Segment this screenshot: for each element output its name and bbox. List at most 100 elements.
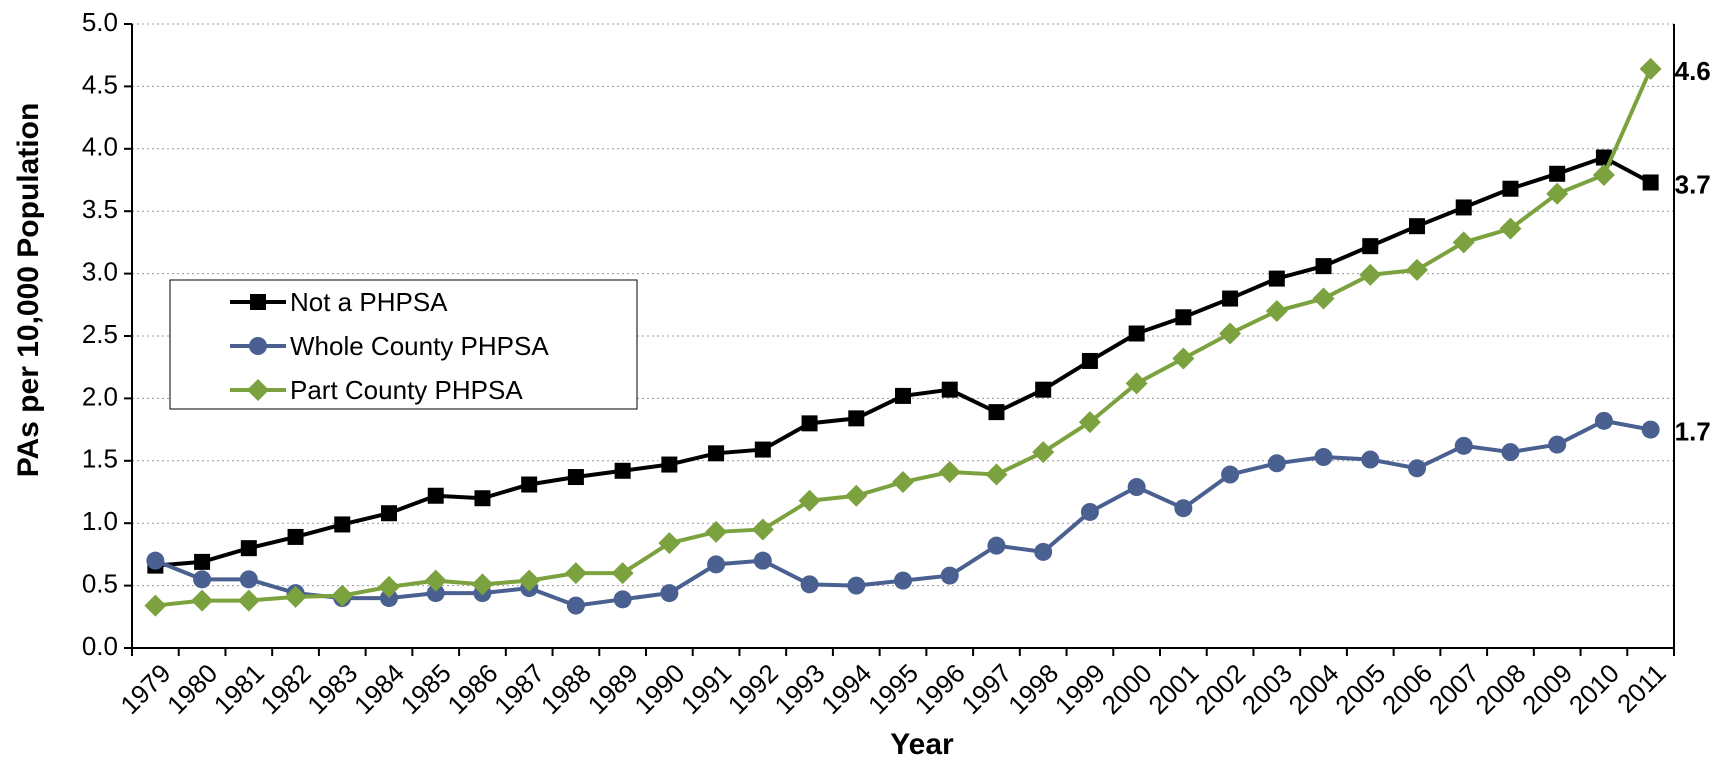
y-tick-label: 3.5 — [82, 194, 118, 224]
data-point — [191, 589, 214, 612]
data-point — [1592, 164, 1615, 187]
data-point — [240, 540, 257, 557]
data-point — [566, 596, 585, 615]
data-point — [1454, 436, 1473, 455]
x-tick-label: 1979 — [114, 658, 176, 720]
x-tick-label: 1997 — [955, 658, 1017, 720]
value-label: 1.7 — [1675, 416, 1711, 446]
data-point — [614, 462, 631, 479]
legend-marker — [249, 337, 267, 355]
x-tick-label: 1980 — [161, 658, 223, 720]
x-tick-label: 2008 — [1469, 658, 1531, 720]
x-tick-label: 1992 — [722, 658, 784, 720]
data-point — [474, 490, 491, 507]
value-label: 3.7 — [1675, 169, 1711, 199]
y-tick-label: 4.0 — [82, 132, 118, 162]
data-point — [847, 576, 866, 595]
x-tick-label: 1983 — [301, 658, 363, 720]
data-point — [1639, 57, 1662, 80]
data-point — [661, 456, 678, 473]
x-tick-label: 2010 — [1563, 658, 1625, 720]
data-point — [287, 528, 304, 545]
y-tick-label: 1.5 — [82, 444, 118, 474]
y-tick-label: 0.0 — [82, 631, 118, 661]
y-tick-label: 1.0 — [82, 506, 118, 536]
data-point — [1548, 435, 1567, 454]
data-point — [1172, 347, 1195, 370]
x-tick-label: 2002 — [1189, 658, 1251, 720]
data-point — [1455, 199, 1472, 216]
data-point — [381, 505, 397, 522]
data-point — [564, 562, 587, 585]
data-point — [801, 415, 818, 432]
data-point — [1078, 411, 1101, 434]
data-point — [1032, 441, 1055, 464]
x-tick-label: 2005 — [1329, 658, 1391, 720]
data-point — [1314, 448, 1333, 467]
y-tick-label: 2.5 — [82, 319, 118, 349]
data-point — [754, 441, 771, 458]
y-tick-label: 0.5 — [82, 568, 118, 598]
data-point — [1499, 217, 1522, 240]
data-point — [521, 476, 538, 493]
data-point — [940, 566, 959, 585]
data-point — [424, 569, 447, 592]
data-point — [1549, 165, 1566, 182]
data-point — [1128, 325, 1145, 342]
data-point — [1219, 322, 1242, 345]
data-point — [284, 585, 307, 608]
data-point — [193, 570, 212, 589]
legend-label: Part County PHPSA — [290, 375, 523, 405]
data-point — [1034, 542, 1053, 561]
x-tick-label: 1994 — [815, 658, 877, 720]
data-point — [892, 471, 914, 494]
x-tick-label: 2003 — [1236, 658, 1298, 720]
legend-marker — [247, 379, 269, 401]
y-tick-label: 5.0 — [82, 7, 118, 37]
data-point — [751, 518, 774, 541]
x-tick-label: 1982 — [255, 658, 317, 720]
data-point — [1546, 182, 1569, 205]
data-point — [1267, 454, 1286, 473]
data-point — [613, 590, 632, 609]
data-point — [426, 584, 445, 603]
data-point — [146, 551, 165, 570]
value-label: 4.6 — [1675, 56, 1711, 86]
x-tick-label: 1985 — [395, 658, 457, 720]
x-axis-title: Year — [890, 728, 954, 761]
data-point — [1080, 502, 1099, 521]
data-point — [334, 516, 351, 533]
x-tick-label: 1999 — [1049, 658, 1111, 720]
x-tick-label: 1987 — [488, 658, 550, 720]
legend-label: Whole County PHPSA — [290, 331, 549, 361]
data-point — [1081, 352, 1098, 369]
data-point — [611, 562, 634, 585]
data-point — [894, 571, 912, 590]
x-tick-label: 1990 — [628, 658, 690, 720]
data-point — [708, 445, 725, 462]
data-point — [1502, 180, 1519, 197]
y-tick-label: 3.0 — [82, 256, 118, 286]
x-tick-label: 1981 — [208, 658, 270, 720]
data-point — [848, 410, 865, 427]
data-point — [985, 463, 1008, 486]
data-point — [845, 484, 868, 507]
y-axis-title: PAs per 10,000 Population — [12, 103, 45, 478]
x-tick-label: 2000 — [1096, 658, 1158, 720]
data-point — [753, 551, 772, 570]
data-point — [1641, 420, 1660, 439]
data-point — [798, 489, 821, 512]
data-point — [895, 387, 911, 404]
data-point — [331, 584, 354, 607]
data-point — [941, 381, 958, 398]
data-point — [518, 569, 541, 592]
data-point — [1642, 174, 1659, 191]
data-point — [707, 555, 726, 574]
data-point — [237, 589, 260, 612]
data-point — [239, 570, 258, 589]
x-tick-label: 1993 — [769, 658, 831, 720]
x-tick-label: 2011 — [1611, 658, 1672, 719]
data-point — [1125, 372, 1148, 395]
x-tick-label: 1988 — [535, 658, 597, 720]
